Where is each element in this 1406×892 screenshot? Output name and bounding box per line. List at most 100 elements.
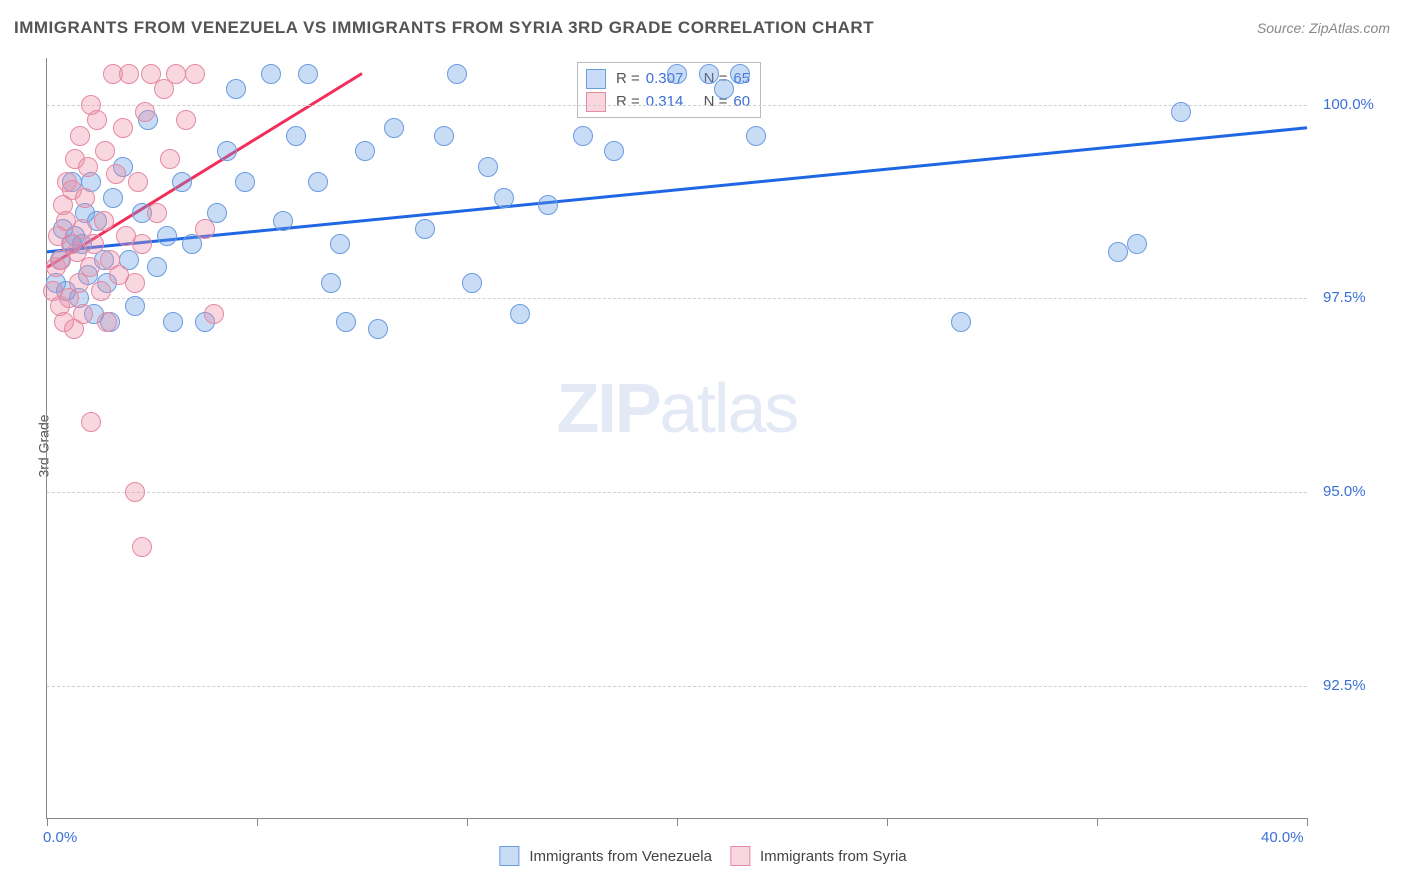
gridline	[47, 105, 1307, 106]
data-point	[510, 304, 530, 324]
data-point	[53, 219, 73, 239]
data-point	[87, 110, 107, 130]
data-point	[286, 126, 306, 146]
chart-plot-area: ZIPatlas R = 0.307 N = 65R = 0.314 N = 6…	[46, 58, 1307, 819]
trend-line	[47, 128, 1307, 252]
data-point	[65, 149, 85, 169]
data-point	[226, 79, 246, 99]
gridline	[47, 686, 1307, 687]
x-tick	[887, 818, 888, 826]
data-point	[53, 195, 73, 215]
x-tick-label: 40.0%	[1261, 829, 1304, 846]
data-point	[195, 219, 215, 239]
data-point	[147, 257, 167, 277]
data-point	[355, 141, 375, 161]
data-point	[368, 319, 388, 339]
chart-title: IMMIGRANTS FROM VENEZUELA VS IMMIGRANTS …	[14, 18, 874, 38]
data-point	[176, 110, 196, 130]
data-point	[415, 219, 435, 239]
legend-swatch	[586, 69, 606, 89]
data-point	[78, 265, 98, 285]
data-point	[1127, 234, 1147, 254]
data-point	[100, 250, 120, 270]
legend-swatch	[730, 846, 750, 866]
data-point	[147, 203, 167, 223]
x-tick	[47, 818, 48, 826]
data-point	[70, 126, 90, 146]
data-point	[604, 141, 624, 161]
data-point	[80, 257, 100, 277]
data-point	[132, 234, 152, 254]
data-point	[951, 312, 971, 332]
data-point	[207, 203, 227, 223]
data-point	[261, 64, 281, 84]
data-point	[573, 126, 593, 146]
x-tick-label: 0.0%	[43, 829, 77, 846]
data-point	[182, 234, 202, 254]
data-point	[308, 172, 328, 192]
data-point	[113, 118, 133, 138]
data-point	[157, 226, 177, 246]
data-point	[97, 312, 117, 332]
data-point	[119, 250, 139, 270]
data-point	[94, 211, 114, 231]
watermark-bold: ZIP	[557, 369, 660, 447]
source-label: Source: ZipAtlas.com	[1257, 20, 1390, 36]
data-point	[298, 64, 318, 84]
data-point	[125, 273, 145, 293]
data-point	[746, 126, 766, 146]
data-point	[48, 226, 68, 246]
data-point	[538, 195, 558, 215]
data-point	[128, 172, 148, 192]
data-point	[141, 64, 161, 84]
r-label: R =	[616, 67, 640, 90]
data-point	[64, 319, 84, 339]
data-point	[72, 219, 92, 239]
data-point	[116, 226, 136, 246]
gridline	[47, 492, 1307, 493]
data-point	[84, 234, 104, 254]
watermark-rest: atlas	[660, 369, 798, 447]
data-point	[119, 64, 139, 84]
data-point	[50, 250, 70, 270]
correlation-legend: R = 0.307 N = 65R = 0.314 N = 60	[577, 62, 761, 118]
data-point	[132, 203, 152, 223]
n-label: N =	[704, 67, 728, 90]
r-value: 0.314	[646, 90, 684, 113]
n-value: 65	[733, 67, 750, 90]
data-point	[235, 172, 255, 192]
data-point	[87, 211, 107, 231]
data-point	[163, 312, 183, 332]
y-tick-label: 95.0%	[1323, 483, 1393, 500]
data-point	[72, 234, 92, 254]
data-point	[46, 273, 66, 293]
data-point	[185, 64, 205, 84]
r-label: R =	[616, 90, 640, 113]
data-point	[172, 172, 192, 192]
y-tick-label: 92.5%	[1323, 677, 1393, 694]
watermark: ZIPatlas	[557, 368, 798, 448]
data-point	[478, 157, 498, 177]
data-point	[109, 265, 129, 285]
data-point	[51, 250, 71, 270]
legend-label: Immigrants from Venezuela	[529, 848, 712, 865]
data-point	[336, 312, 356, 332]
data-point	[138, 110, 158, 130]
data-point	[56, 211, 76, 231]
data-point	[46, 257, 66, 277]
data-point	[69, 273, 89, 293]
x-tick	[467, 818, 468, 826]
data-point	[94, 250, 114, 270]
data-point	[434, 126, 454, 146]
data-point	[113, 157, 133, 177]
data-point	[204, 304, 224, 324]
data-point	[73, 304, 93, 324]
data-point	[95, 141, 115, 161]
legend-row: R = 0.307 N = 65	[586, 67, 750, 90]
data-point	[62, 180, 82, 200]
data-point	[494, 188, 514, 208]
data-point	[81, 412, 101, 432]
data-point	[61, 234, 81, 254]
data-point	[67, 242, 87, 262]
data-point	[84, 304, 104, 324]
